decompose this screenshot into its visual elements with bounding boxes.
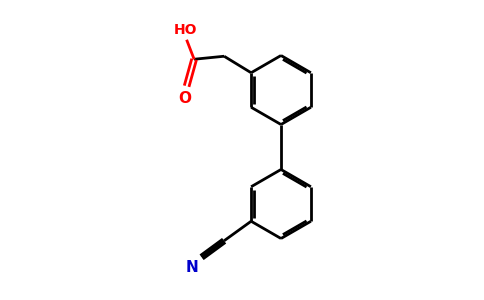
Text: O: O bbox=[179, 91, 192, 106]
Text: N: N bbox=[186, 260, 198, 275]
Text: HO: HO bbox=[173, 23, 197, 38]
